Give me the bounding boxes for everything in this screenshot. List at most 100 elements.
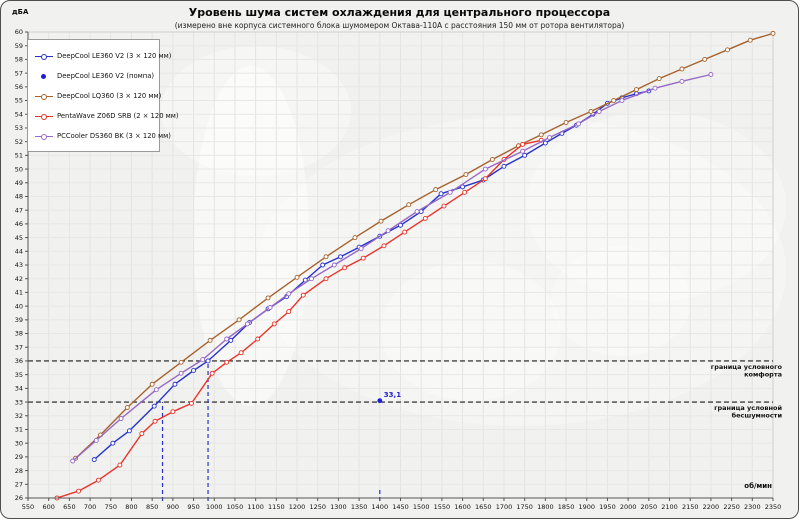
- watermark-blob: [551, 246, 691, 356]
- x-tick-label: 1000: [206, 503, 223, 511]
- y-tick-label: 42: [15, 275, 23, 283]
- x-tick-label: 1100: [247, 503, 264, 511]
- data-point-marker: [520, 141, 526, 147]
- data-point-marker: [381, 243, 387, 249]
- threshold-label: граница условной: [714, 404, 782, 412]
- data-point-marker: [323, 276, 329, 282]
- data-point-marker: [522, 152, 528, 158]
- data-point-marker: [152, 418, 158, 424]
- x-tick-label: 750: [105, 503, 117, 511]
- data-point-marker: [200, 357, 206, 363]
- x-tick-label: 1900: [578, 503, 595, 511]
- y-tick-label: 59: [15, 42, 23, 50]
- data-point-marker: [482, 166, 488, 172]
- data-point-marker: [93, 437, 99, 443]
- data-point-marker: [538, 132, 544, 138]
- pump-data-point: [377, 398, 383, 404]
- data-point-marker: [611, 98, 617, 103]
- data-point-marker: [209, 370, 215, 376]
- x-tick-label: 700: [84, 503, 96, 511]
- x-tick-label: 2250: [723, 503, 740, 511]
- y-tick-label: 57: [15, 69, 23, 77]
- x-tick-label: 1800: [537, 503, 554, 511]
- axes: 550 600 650 700 750 800 850 900 950 1000 1050 1100 1…: [15, 28, 782, 511]
- data-point-marker: [172, 381, 178, 387]
- x-tick-label: 600: [42, 503, 54, 511]
- y-tick-label: 26: [15, 494, 23, 502]
- data-point-marker: [124, 405, 130, 410]
- data-point-marker: [433, 187, 439, 193]
- data-point-marker: [110, 440, 116, 446]
- x-tick-label: 1650: [475, 503, 492, 511]
- data-point-marker: [118, 416, 124, 421]
- y-tick-label: 54: [15, 110, 23, 118]
- x-tick-label: 2200: [703, 503, 720, 511]
- data-point-marker: [489, 157, 495, 162]
- threshold-label: бесшумности: [732, 412, 783, 420]
- legend-item-2: DeepCool LE360 V2 (помпа): [35, 66, 159, 86]
- x-tick-label: 900: [167, 503, 179, 511]
- x-axis-unit-label: об/мин: [744, 482, 772, 490]
- data-point-marker: [207, 337, 213, 343]
- x-tick-label: 1250: [309, 503, 326, 511]
- legend: DeepCool LE360 V2 (3 × 120 мм) DeepCool L…: [27, 39, 179, 152]
- data-point-marker: [224, 336, 230, 342]
- x-tick-label: 1950: [599, 503, 616, 511]
- data-point-marker: [338, 254, 343, 260]
- y-tick-label: 43: [15, 261, 23, 269]
- legend-label: DeepCool LQ360 (3 × 120 мм): [57, 91, 162, 100]
- data-point-marker: [126, 428, 132, 434]
- x-tick-label: 2000: [620, 503, 637, 511]
- x-tick-label: 1500: [413, 503, 430, 511]
- y-tick-label: 35: [15, 371, 23, 379]
- data-point-marker: [501, 163, 507, 169]
- x-tick-label: 1200: [289, 503, 306, 511]
- y-tick-label: 27: [15, 480, 23, 488]
- x-tick-label: 1300: [330, 503, 347, 511]
- threshold-label: комфорта: [744, 370, 782, 378]
- data-point-marker: [596, 109, 602, 114]
- data-point-marker: [463, 172, 469, 177]
- y-tick-label: 36: [15, 357, 23, 365]
- data-point-marker: [331, 262, 337, 268]
- data-point-marker: [238, 350, 244, 356]
- data-point-marker: [70, 458, 76, 464]
- data-point-marker: [702, 56, 708, 62]
- y-tick-label: 44: [15, 247, 23, 255]
- data-point-marker: [652, 85, 658, 91]
- x-tick-label: 2050: [641, 503, 658, 511]
- series-deepcool-le360-v2: 33,1: [377, 391, 401, 404]
- y-axis-unit-label: дБА: [12, 8, 29, 16]
- data-point-marker: [286, 309, 292, 315]
- y-tick-label: 30: [15, 439, 23, 447]
- data-point-marker: [352, 235, 358, 241]
- y-tick-label: 50: [15, 165, 23, 173]
- data-point-marker: [189, 400, 194, 406]
- x-tick-label: 550: [22, 503, 34, 511]
- x-tick-label: 1700: [496, 503, 513, 511]
- x-tick-label: 1350: [351, 503, 368, 511]
- x-tick-label: 1400: [372, 503, 389, 511]
- y-tick-label: 52: [15, 138, 23, 146]
- data-point-marker: [563, 120, 569, 125]
- x-tick-label: 1600: [454, 503, 471, 511]
- data-point-marker: [286, 291, 292, 297]
- data-point-marker: [679, 66, 685, 72]
- y-tick-label: 38: [15, 330, 23, 338]
- data-point-marker: [402, 229, 408, 235]
- watermark-blob: [193, 66, 309, 406]
- x-tick-label: 1750: [516, 503, 533, 511]
- y-tick-label: 29: [15, 453, 23, 461]
- legend-label: PCCooler DS360 BK (3 × 120 мм): [57, 131, 171, 140]
- y-tick-label: 49: [15, 179, 23, 187]
- legend-item-5: PCCooler DS360 BK (3 × 120 мм): [35, 126, 171, 146]
- y-tick-label: 53: [15, 124, 23, 132]
- legend-dot-marker: [35, 71, 57, 81]
- data-point-marker: [770, 30, 776, 36]
- x-tick-label: 800: [125, 503, 137, 511]
- legend-item-3: DeepCool LQ360 (3 × 120 мм): [35, 86, 162, 106]
- data-point-marker: [139, 431, 145, 437]
- y-tick-label: 28: [15, 467, 23, 475]
- y-tick-label: 37: [15, 343, 23, 351]
